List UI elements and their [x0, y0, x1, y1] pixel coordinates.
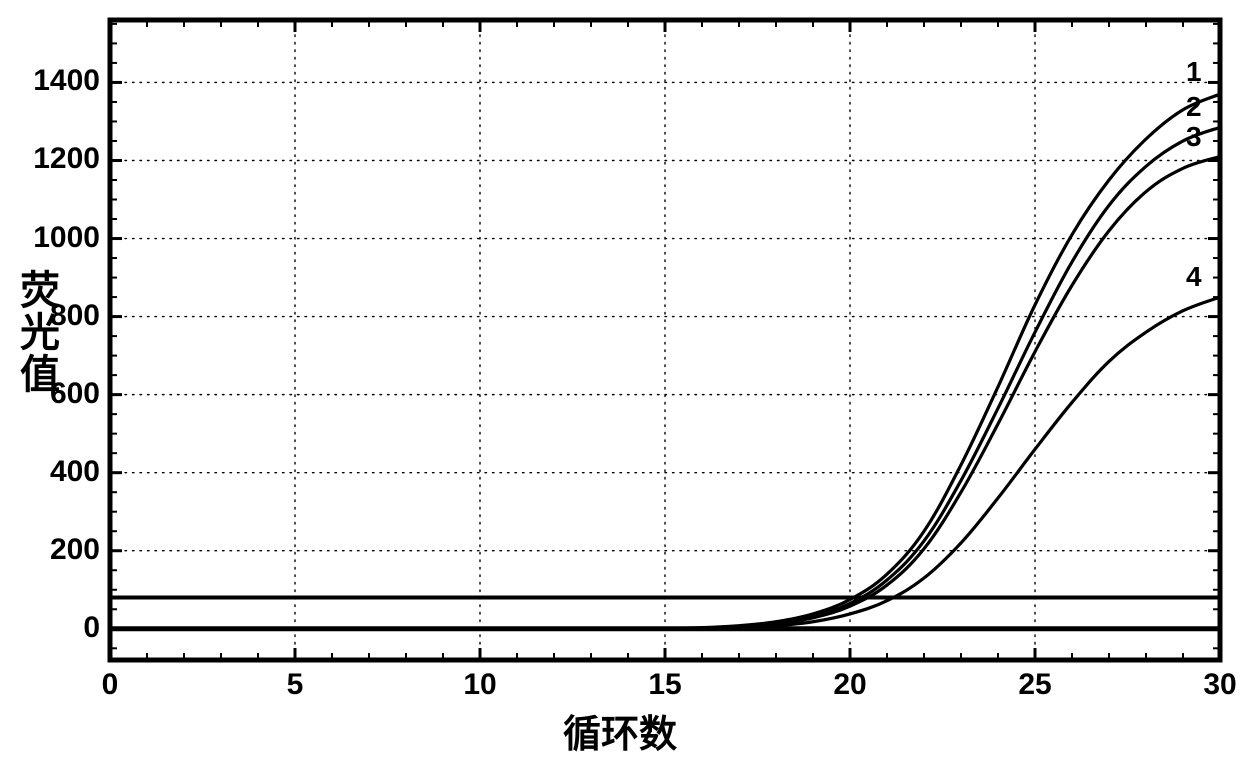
y-tick-label: 400 — [50, 455, 100, 489]
series-label-3: 3 — [1186, 121, 1202, 153]
x-tick-label: 10 — [460, 668, 500, 702]
x-tick-label: 5 — [275, 668, 315, 702]
y-tick-label: 1200 — [33, 142, 100, 176]
x-tick-label: 30 — [1200, 668, 1240, 702]
x-tick-label: 20 — [830, 668, 870, 702]
y-tick-label: 1400 — [33, 64, 100, 98]
x-axis-label: 循环数 — [0, 703, 1240, 758]
x-tick-label: 15 — [645, 668, 685, 702]
x-tick-label: 0 — [90, 668, 130, 702]
series-label-2: 2 — [1186, 91, 1202, 123]
chart-svg — [0, 0, 1240, 768]
series-label-4: 4 — [1186, 261, 1202, 293]
series-label-1: 1 — [1186, 56, 1202, 88]
y-tick-label: 0 — [83, 611, 100, 645]
y-tick-label: 600 — [50, 377, 100, 411]
y-tick-label: 1000 — [33, 221, 100, 255]
y-tick-label: 200 — [50, 533, 100, 567]
amplification-chart: { "chart": { "type": "line", "xlabel": "… — [0, 0, 1240, 768]
x-tick-label: 25 — [1015, 668, 1055, 702]
y-tick-label: 800 — [50, 299, 100, 333]
